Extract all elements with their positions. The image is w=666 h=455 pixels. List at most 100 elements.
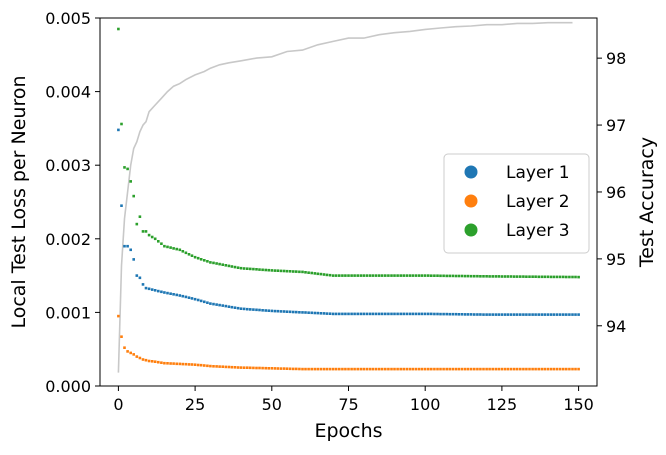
data-point xyxy=(377,367,381,371)
legend: Layer 1 Layer 2 Layer 3 xyxy=(443,153,590,254)
data-point xyxy=(568,313,571,316)
data-point xyxy=(427,367,430,371)
data-point xyxy=(549,275,553,279)
data-point xyxy=(319,272,323,276)
data-point xyxy=(531,367,534,371)
data-point xyxy=(282,269,286,273)
data-point xyxy=(160,242,163,245)
data-point xyxy=(552,275,556,279)
data-point xyxy=(442,274,445,278)
data-point xyxy=(233,306,237,309)
data-point xyxy=(221,263,224,266)
data-point xyxy=(325,312,329,315)
data-point xyxy=(341,312,344,316)
data-point xyxy=(390,274,393,277)
data-point xyxy=(384,367,387,371)
data-point xyxy=(301,311,304,314)
data-point xyxy=(209,364,212,368)
legend-label: Layer 2 xyxy=(506,192,570,212)
data-point xyxy=(169,246,172,249)
data-point xyxy=(387,367,390,371)
data-point xyxy=(295,270,298,273)
y-tick-label: 0.000 xyxy=(45,377,91,396)
data-point xyxy=(494,313,498,316)
data-point xyxy=(512,313,516,316)
data-point xyxy=(295,310,298,314)
data-point xyxy=(371,274,375,277)
data-point xyxy=(451,274,455,278)
data-point xyxy=(365,274,369,277)
data-point xyxy=(473,274,476,278)
data-point xyxy=(525,313,528,316)
data-point xyxy=(135,274,139,277)
data-point xyxy=(463,367,467,371)
legend-box xyxy=(443,153,590,254)
data-point xyxy=(279,310,283,313)
y2-tick-label: 94 xyxy=(606,317,626,336)
data-point xyxy=(239,307,243,310)
data-point xyxy=(396,367,399,371)
data-point xyxy=(310,271,313,275)
data-point xyxy=(408,367,412,371)
data-point xyxy=(129,180,132,183)
data-point xyxy=(347,367,350,371)
data-point xyxy=(242,307,246,311)
data-point xyxy=(380,274,384,277)
data-point xyxy=(500,275,504,278)
data-point xyxy=(276,269,280,272)
data-point xyxy=(325,273,329,277)
data-point xyxy=(353,312,356,316)
data-point xyxy=(436,367,439,371)
data-point xyxy=(246,366,249,369)
data-point xyxy=(181,362,185,366)
data-point xyxy=(393,367,396,371)
data-point xyxy=(331,274,335,277)
data-point xyxy=(522,275,525,278)
data-point xyxy=(469,367,473,371)
data-point xyxy=(206,260,209,263)
data-point xyxy=(448,274,451,278)
data-point xyxy=(298,270,301,274)
data-point xyxy=(555,275,559,279)
data-point xyxy=(549,367,553,371)
data-point xyxy=(469,274,473,278)
data-point xyxy=(433,367,436,371)
data-point xyxy=(512,367,516,371)
data-point xyxy=(301,270,304,274)
data-point xyxy=(212,302,215,306)
data-point xyxy=(420,312,424,316)
data-point xyxy=(368,312,372,316)
data-point xyxy=(506,313,510,316)
data-point xyxy=(135,222,139,226)
data-point xyxy=(488,367,491,371)
data-point xyxy=(466,367,470,371)
data-point xyxy=(193,297,197,301)
data-point xyxy=(353,274,356,277)
data-point xyxy=(288,270,292,273)
data-point xyxy=(399,367,402,371)
data-point xyxy=(341,274,344,277)
y-axis-title: Local Test Loss per Neuron xyxy=(8,75,30,328)
data-point xyxy=(491,367,494,371)
data-point xyxy=(157,289,160,293)
data-point xyxy=(313,272,317,275)
data-point xyxy=(577,313,580,316)
data-point xyxy=(166,245,169,249)
data-point xyxy=(506,367,510,371)
data-point xyxy=(353,367,356,371)
data-point xyxy=(558,313,562,316)
data-point xyxy=(153,360,157,363)
data-point xyxy=(384,274,387,277)
data-point xyxy=(310,311,313,315)
data-point xyxy=(362,312,366,316)
data-point xyxy=(497,275,501,278)
data-point xyxy=(212,261,215,265)
data-point xyxy=(384,312,387,316)
accuracy-line xyxy=(117,21,573,373)
data-point xyxy=(129,351,132,355)
data-point xyxy=(500,367,504,371)
data-point xyxy=(166,362,169,365)
data-point xyxy=(423,274,427,277)
data-point xyxy=(279,269,283,273)
data-point xyxy=(141,230,145,233)
